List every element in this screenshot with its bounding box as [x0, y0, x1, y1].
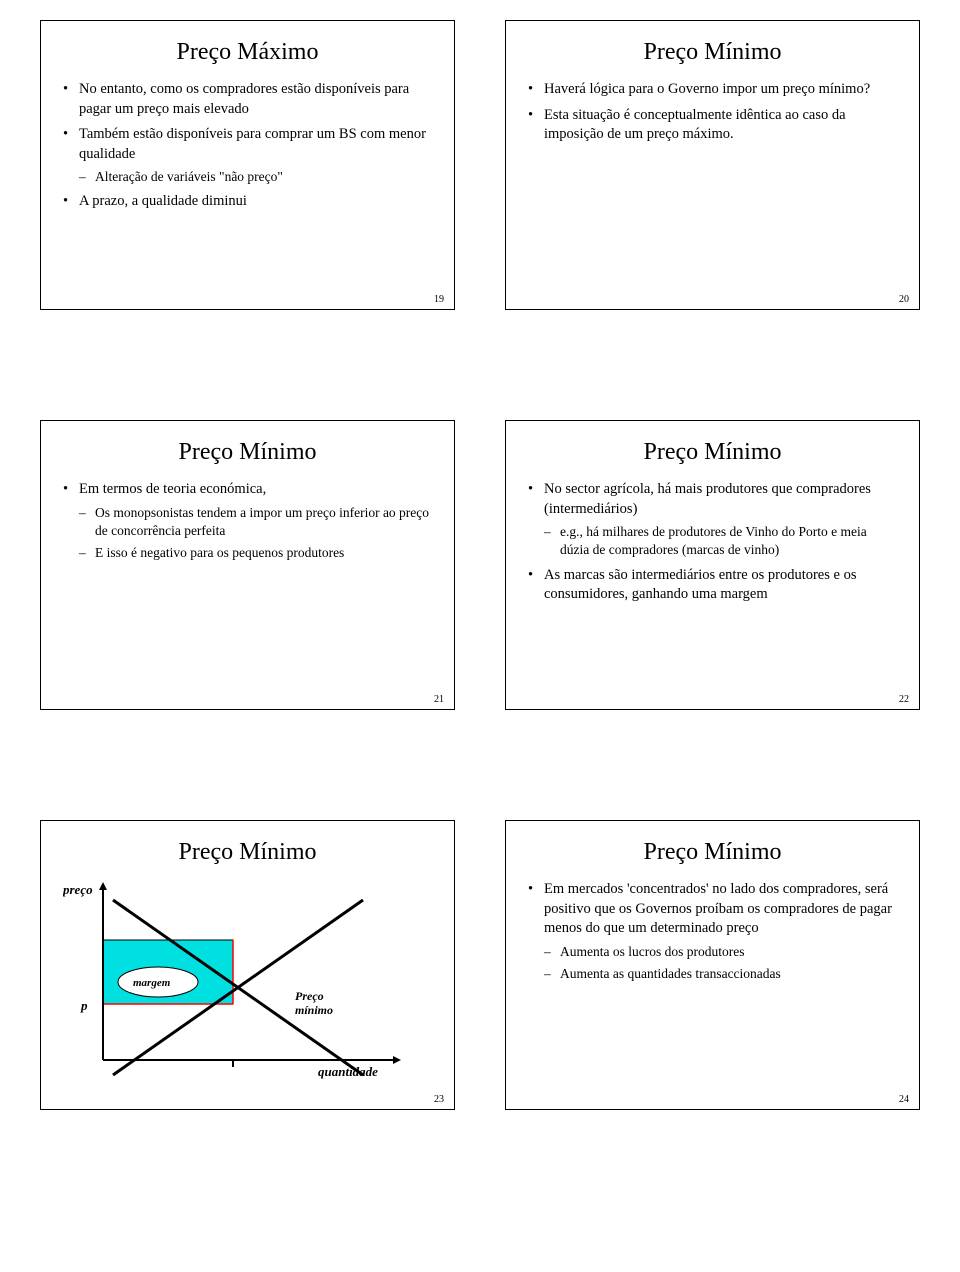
bullet-text: A prazo, a qualidade diminui: [79, 193, 247, 209]
slide-title: Preço Mínimo: [528, 439, 897, 466]
sub-bullet: Os monopsonistas tendem a impor um preço…: [79, 504, 432, 540]
bullet-text: Em termos de teoria económica,: [79, 481, 266, 497]
slide-title: Preço Mínimo: [528, 839, 897, 866]
sub-bullet-text: Aumenta as quantidades transaccionadas: [560, 966, 781, 981]
bullet: Esta situação é conceptualmente idêntica…: [528, 106, 897, 145]
slide-20: Preço Mínimo Haverá lógica para o Govern…: [505, 20, 920, 310]
bullet: Haverá lógica para o Governo impor um pr…: [528, 80, 897, 100]
sub-bullet: E isso é negativo para os pequenos produ…: [79, 544, 432, 562]
sub-bullet-text: E isso é negativo para os pequenos produ…: [95, 545, 344, 560]
bullet-text: Também estão disponíveis para comprar um…: [79, 126, 426, 162]
sub-bullet: e.g., há milhares de produtores de Vinho…: [544, 523, 897, 559]
supply-demand-chart: margem preço p quantidade Preçomínimo: [63, 880, 433, 1080]
slide-grid: Preço Máximo No entanto, como os comprad…: [40, 20, 920, 1110]
page-number: 22: [899, 694, 909, 705]
slide-content: No entanto, como os compradores estão di…: [63, 80, 432, 303]
slide-content: Em termos de teoria económica, Os monops…: [63, 480, 432, 703]
sub-bullet-text: Alteração de variáveis "não preço": [95, 169, 283, 184]
bullet: A prazo, a qualidade diminui: [63, 192, 432, 212]
bullet: No sector agrícola, há mais produtores q…: [528, 480, 897, 560]
bullet-text: Em mercados 'concentrados' no lado dos c…: [544, 881, 892, 936]
slide-title: Preço Mínimo: [528, 39, 897, 66]
page-number: 19: [434, 294, 444, 305]
slide-title: Preço Mínimo: [63, 839, 432, 866]
sub-bullet: Aumenta as quantidades transaccionadas: [544, 965, 897, 983]
bullet: No entanto, como os compradores estão di…: [63, 80, 432, 119]
slide-title: Preço Mínimo: [63, 439, 432, 466]
bullet: Em mercados 'concentrados' no lado dos c…: [528, 880, 897, 983]
sub-bullet: Alteração de variáveis "não preço": [79, 168, 432, 186]
sub-bullet: Aumenta os lucros dos produtores: [544, 943, 897, 961]
page-number: 24: [899, 1094, 909, 1105]
page-number: 23: [434, 1094, 444, 1105]
slide-title: Preço Máximo: [63, 39, 432, 66]
bullet-text: No sector agrícola, há mais produtores q…: [544, 481, 871, 517]
sub-bullet-text: Os monopsonistas tendem a impor um preço…: [95, 505, 429, 538]
page-number: 20: [899, 294, 909, 305]
slide-22: Preço Mínimo No sector agrícola, há mais…: [505, 420, 920, 710]
svg-text:preço: preço: [63, 882, 93, 897]
svg-text:p: p: [80, 998, 88, 1013]
slide-21: Preço Mínimo Em termos de teoria económi…: [40, 420, 455, 710]
bullet: As marcas são intermediários entre os pr…: [528, 566, 897, 605]
bullet-text: Esta situação é conceptualmente idêntica…: [544, 107, 846, 143]
sub-bullet-text: e.g., há milhares de produtores de Vinho…: [560, 524, 867, 557]
slide-content: Haverá lógica para o Governo impor um pr…: [528, 80, 897, 303]
svg-text:mínimo: mínimo: [295, 1003, 333, 1017]
svg-text:margem: margem: [133, 977, 171, 989]
bullet-text: No entanto, como os compradores estão di…: [79, 81, 409, 117]
page-number: 21: [434, 694, 444, 705]
bullet: Em termos de teoria económica, Os monops…: [63, 480, 432, 562]
bullet-text: As marcas são intermediários entre os pr…: [544, 567, 856, 603]
chart-container: margem preço p quantidade Preçomínimo: [63, 880, 432, 1103]
slide-19: Preço Máximo No entanto, como os comprad…: [40, 20, 455, 310]
bullet-text: Haverá lógica para o Governo impor um pr…: [544, 81, 870, 97]
slide-23: Preço Mínimo margem preço p quantidade Preço…: [40, 820, 455, 1110]
bullet: Também estão disponíveis para comprar um…: [63, 125, 432, 186]
slide-24: Preço Mínimo Em mercados 'concentrados' …: [505, 820, 920, 1110]
slide-content: Em mercados 'concentrados' no lado dos c…: [528, 880, 897, 1103]
svg-text:quantidade: quantidade: [318, 1064, 378, 1079]
svg-text:Preço: Preço: [295, 989, 324, 1003]
slide-content: No sector agrícola, há mais produtores q…: [528, 480, 897, 703]
sub-bullet-text: Aumenta os lucros dos produtores: [560, 944, 744, 959]
